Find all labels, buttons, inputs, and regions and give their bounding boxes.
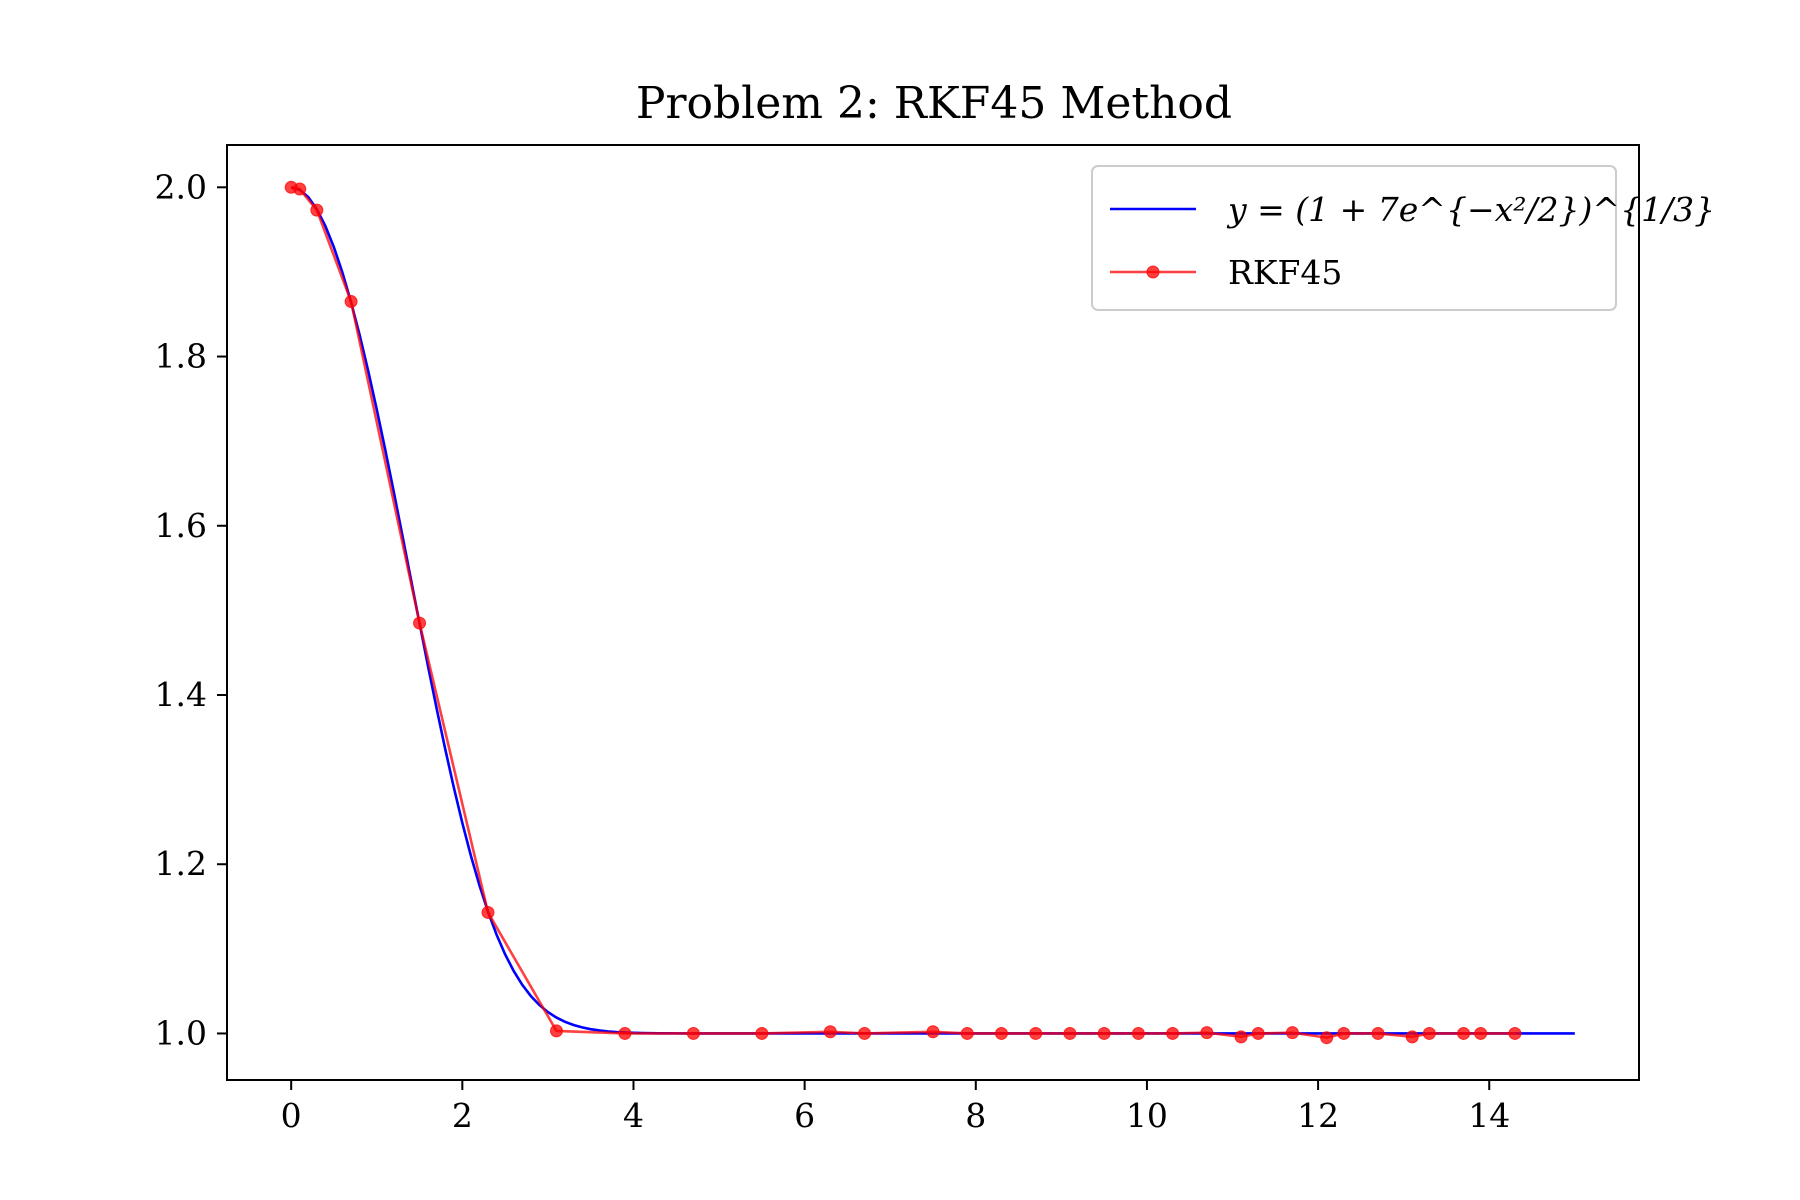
rkf45-point	[1508, 1026, 1522, 1040]
plot-frame	[226, 144, 1640, 1081]
chart-title: Problem 2: RKF45 Method	[636, 78, 1232, 129]
y-tick-label: 1.2	[155, 844, 207, 883]
x-tick-label: 8	[965, 1096, 986, 1135]
legend-rkf45-label: RKF45	[1228, 253, 1342, 292]
rkf45-point	[618, 1026, 632, 1040]
rkf45-point	[1166, 1026, 1180, 1040]
x-tick-label: 0	[281, 1096, 302, 1135]
rkf45-point	[1422, 1026, 1436, 1040]
rkf45-point	[1234, 1030, 1248, 1044]
y-tick-label: 1.8	[155, 337, 207, 376]
rkf45-point	[926, 1025, 940, 1039]
rkf45-point	[1474, 1026, 1488, 1040]
x-tick-label: 14	[1468, 1096, 1510, 1135]
y-axis-ticks: 1.0 1.2 1.4 1.6 1.8 2.0	[155, 167, 227, 1052]
rkf45-point	[823, 1025, 837, 1039]
legend: y = (1 + 7e^{−x²/2})^{1/3} RKF45	[1091, 165, 1715, 311]
rkf45-point	[413, 616, 427, 630]
rkf45-point	[1337, 1026, 1351, 1040]
rkf45-point	[1097, 1026, 1111, 1040]
rkf45-point	[994, 1026, 1008, 1040]
x-axis-ticks: 0 2 4 6 8 10 12 14	[281, 1080, 1510, 1135]
legend-box	[1091, 165, 1617, 311]
legend-exact-label: y = (1 + 7e^{−x²/2})^{1/3}	[1226, 190, 1715, 229]
rkf45-point	[1063, 1026, 1077, 1040]
rkf45-point	[686, 1026, 700, 1040]
y-tick-label: 1.4	[155, 675, 207, 714]
y-tick-label: 1.0	[155, 1013, 207, 1052]
series-rkf45-markers	[284, 180, 1522, 1045]
rkf45-point	[960, 1026, 974, 1040]
y-tick-label: 2.0	[155, 167, 207, 206]
x-tick-label: 12	[1297, 1096, 1339, 1135]
rkf45-point	[481, 905, 495, 919]
rkf45-point	[310, 203, 324, 217]
rkf45-point	[1457, 1026, 1471, 1040]
x-tick-label: 6	[794, 1096, 815, 1135]
y-tick-label: 1.6	[155, 506, 207, 545]
rkf45-point	[1029, 1026, 1043, 1040]
rkf45-point	[1320, 1031, 1334, 1045]
rkf45-point	[858, 1026, 872, 1040]
rkf45-point	[1251, 1026, 1265, 1040]
x-tick-label: 2	[452, 1096, 473, 1135]
rkf45-point	[549, 1024, 563, 1038]
rkf45-point	[1371, 1026, 1385, 1040]
x-tick-label: 4	[623, 1096, 644, 1135]
x-tick-label: 10	[1126, 1096, 1168, 1135]
rkf45-point	[755, 1026, 769, 1040]
rkf45-point	[1131, 1026, 1145, 1040]
rkf45-point	[1285, 1026, 1299, 1040]
rkf45-point	[344, 295, 358, 309]
rkf45-point	[1200, 1026, 1214, 1040]
legend-rkf45-marker	[1146, 265, 1160, 279]
rkf45-point	[293, 182, 307, 196]
rkf45-point	[1405, 1030, 1419, 1044]
